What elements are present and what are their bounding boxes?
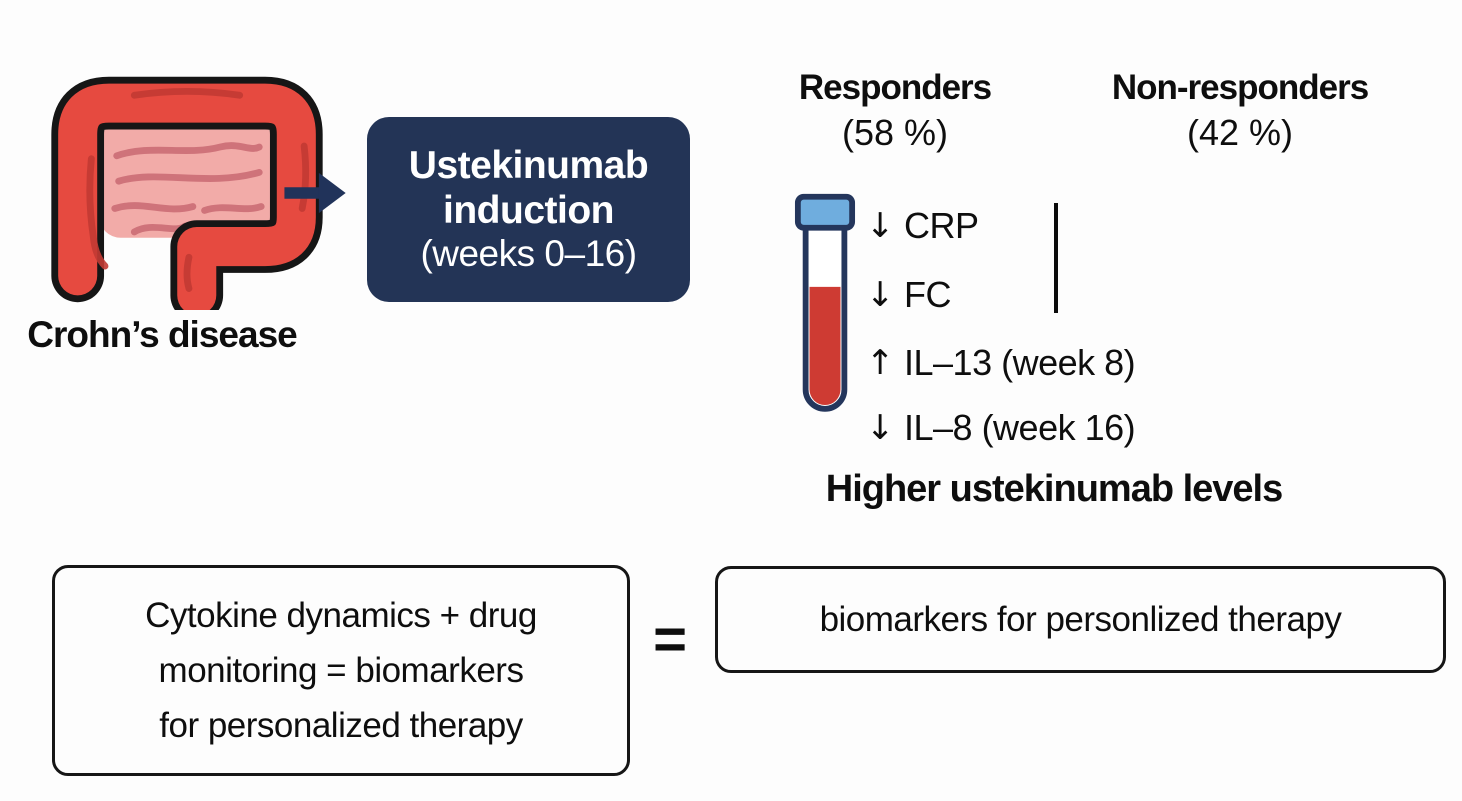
right-arrow-icon [284, 171, 348, 215]
equals-sign: = [653, 606, 687, 672]
biomarker-row-il13: ↑ IL–13 (week 8) [866, 339, 1136, 387]
biomarker-row-crp: ↓ CRP [866, 202, 979, 250]
conclusion-left-line-2: monitoring = biomarkers [158, 651, 524, 690]
responders-percent: (58 %) [841, 111, 949, 153]
biomarker-label: FC [904, 274, 952, 315]
conclusion-left-box: Cytokine dynamics + drug monitoring = bi… [52, 565, 630, 776]
crohns-disease-label: Crohn’s disease [27, 314, 297, 355]
biomarker-label: IL–13 (week 8) [904, 342, 1136, 383]
induction-line-2: induction [443, 189, 614, 233]
conclusion-right-text: biomarkers for personlized therapy [819, 599, 1342, 639]
down-arrow-icon: ↓ [866, 206, 895, 246]
biomarker-label: IL–8 (week 16) [904, 407, 1136, 448]
biomarker-label: CRP [904, 205, 979, 246]
non-responders-label: Non-responders [1111, 68, 1369, 107]
column-divider [1054, 203, 1058, 313]
responders-header: Responders (58 %) [745, 66, 1045, 155]
conclusion-left-line-3: for personalized therapy [159, 706, 523, 745]
induction-line-3: (weeks 0–16) [420, 233, 637, 275]
blood-tube-icon [794, 192, 856, 432]
higher-ustekinumab-levels-label: Higher ustekinumab levels [825, 468, 1284, 510]
intestine-icon [40, 66, 334, 322]
conclusion-left-line-1: Cytokine dynamics + drug [145, 596, 537, 635]
biomarker-row-il8: ↓ IL–8 (week 16) [866, 404, 1136, 452]
biomarker-row-fc: ↓ FC [866, 271, 952, 319]
ustekinumab-induction-box: Ustekinumab induction (weeks 0–16) [367, 117, 690, 302]
down-arrow-icon: ↓ [866, 408, 895, 448]
conclusion-right-box: biomarkers for personlized therapy [715, 566, 1446, 673]
non-responders-header: Non-responders (42 %) [1070, 66, 1410, 155]
up-arrow-icon: ↑ [866, 343, 895, 383]
responders-label: Responders [798, 68, 992, 107]
non-responders-percent: (42 %) [1186, 111, 1294, 153]
induction-line-1: Ustekinumab [408, 143, 649, 187]
down-arrow-icon: ↓ [866, 275, 895, 315]
